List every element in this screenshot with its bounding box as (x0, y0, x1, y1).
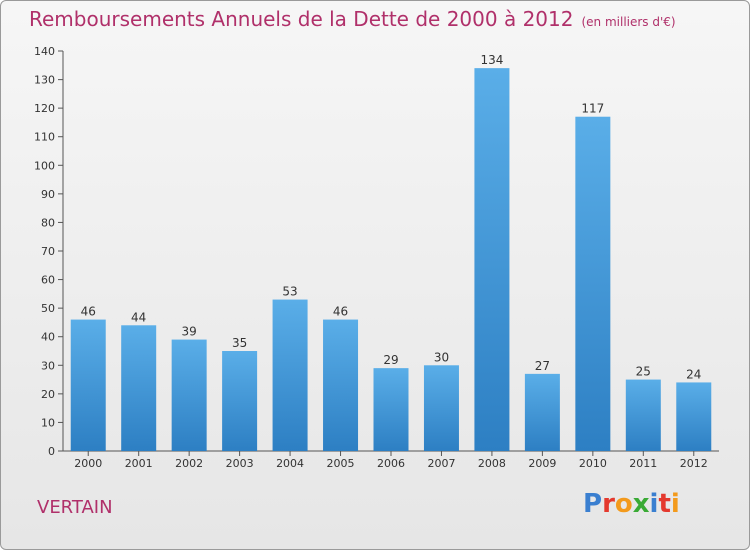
data-label: 25 (636, 365, 651, 379)
y-tick-label: 40 (41, 331, 55, 344)
bar-2010 (575, 116, 611, 451)
y-tick-label: 140 (34, 45, 55, 58)
x-tick-label: 2008 (478, 457, 506, 470)
logo-letter: i (670, 489, 680, 519)
logo-letter: i (649, 489, 659, 519)
data-label: 30 (434, 350, 449, 364)
x-tick-label: 2010 (579, 457, 607, 470)
logo-letter: t (658, 489, 671, 519)
bar-2011 (625, 379, 661, 451)
data-label: 53 (282, 285, 297, 299)
data-label: 117 (581, 102, 604, 116)
y-tick-label: 0 (48, 445, 55, 458)
bar-2007 (423, 365, 459, 451)
y-tick-label: 10 (41, 416, 55, 429)
data-label: 39 (182, 325, 197, 339)
bar-2008 (474, 68, 510, 452)
y-tick-label: 100 (34, 159, 55, 172)
x-tick-label: 2001 (125, 457, 153, 470)
data-label: 24 (686, 367, 701, 381)
bar-2012 (676, 382, 712, 451)
y-tick-label: 130 (34, 74, 55, 87)
city-name: VERTAIN (37, 497, 113, 518)
data-label: 44 (131, 310, 146, 324)
y-tick-label: 30 (41, 359, 55, 372)
data-label: 46 (333, 305, 348, 319)
data-label: 134 (480, 53, 503, 67)
x-tick-label: 2000 (74, 457, 102, 470)
y-tick-label: 60 (41, 274, 55, 287)
data-label: 27 (535, 359, 550, 373)
y-tick-label: 80 (41, 216, 55, 229)
data-label: 46 (81, 305, 96, 319)
x-tick-label: 2004 (276, 457, 304, 470)
x-tick-label: 2005 (327, 457, 355, 470)
y-tick-label: 120 (34, 102, 55, 115)
logo-letter: x (632, 489, 650, 519)
bar-2004 (272, 299, 308, 451)
y-tick-label: 70 (41, 245, 55, 258)
x-tick-label: 2012 (680, 457, 708, 470)
x-tick-label: 2003 (226, 457, 254, 470)
y-tick-label: 50 (41, 302, 55, 315)
x-tick-label: 2006 (377, 457, 405, 470)
axes: 0 10 20 30 40 50 60 70 80 90 100 110 120 130 140 2000 20… (34, 45, 719, 470)
x-tick-label: 2009 (528, 457, 556, 470)
x-tick-label: 2002 (175, 457, 203, 470)
bar-2006 (373, 368, 409, 451)
logo-letter: r (602, 489, 615, 519)
y-tick-label: 20 (41, 388, 55, 401)
x-tick-label: 2007 (427, 457, 455, 470)
bar-2005 (323, 319, 359, 451)
bar-2000 (70, 319, 106, 451)
data-label: 29 (383, 353, 398, 367)
logo-letter: P (583, 489, 603, 519)
bar-2002 (171, 339, 207, 451)
data-label: 35 (232, 336, 247, 350)
x-tick-label: 2011 (629, 457, 657, 470)
data-labels: 46 44 39 35 53 46 29 30 134 27 117 25 24 (81, 53, 702, 381)
bars (70, 68, 712, 452)
bar-2009 (524, 373, 560, 451)
y-tick-label: 110 (34, 131, 55, 144)
bar-2003 (222, 351, 258, 451)
proxiti-logo: Proxiti (583, 489, 680, 519)
chart-subtitle: (en milliers d'€) (581, 15, 676, 29)
logo-letter: o (614, 489, 633, 519)
bar-2001 (121, 325, 157, 451)
chart-title: Remboursements Annuels de la Dette de 20… (29, 7, 574, 31)
y-tick-label: 90 (41, 188, 55, 201)
chart-title-wrap: Remboursements Annuels de la Dette de 20… (29, 7, 676, 31)
